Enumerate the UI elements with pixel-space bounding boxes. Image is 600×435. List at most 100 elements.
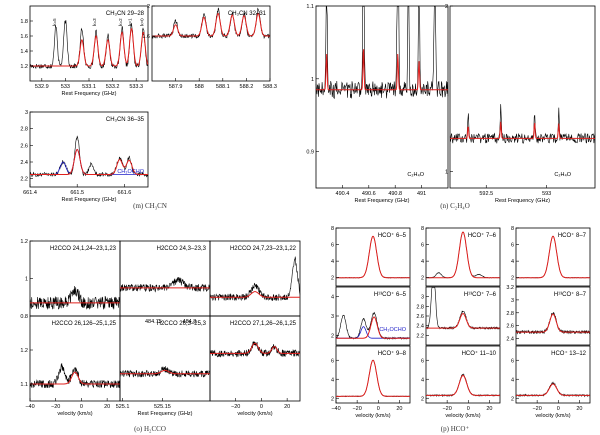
plot-frame [209, 240, 301, 317]
spectrum-model [450, 121, 595, 139]
k-label-k-5: k=5 [52, 18, 57, 26]
y-tick-label: 1.1 [306, 4, 314, 10]
y-tick-label: 6 [421, 358, 424, 364]
y-tick-label: 4 [511, 259, 514, 265]
x-axis-label: velocity (km/s) [237, 411, 272, 417]
spectrum-observed [515, 311, 591, 335]
plot-frame [335, 345, 411, 404]
panel-h2cco-6: −20 0 20 H2CCO 27,1,26–26,1,25 velocity (km/… [209, 315, 301, 417]
k-label-k-3: k=3 [92, 18, 97, 26]
y-tick-label: 4 [331, 377, 334, 383]
x-axis-label: Rest Frequency (GHz) [61, 197, 116, 203]
spectrum-model [426, 231, 500, 279]
spectrum-observed [335, 359, 411, 398]
panel-title: HCO⁺ 9–8 [378, 350, 407, 357]
spectrum-model [152, 12, 270, 37]
spectrum-observed [516, 235, 591, 279]
panel-c2h4o-a: 490.4 490.6 490.8 491 0.9 1 1.1 C₂H₄O Rest Frequ… [306, 4, 449, 204]
y-tick-label: 4 [331, 259, 334, 265]
x-tick-label: −20 [442, 406, 451, 412]
y-tick-label: 2 [147, 4, 150, 10]
y-tick-label: 1.1 [20, 382, 28, 388]
panel-title: H2CCO 26,126–25,1,25 [52, 321, 117, 327]
panel-h2cco-2: H2CCO 24,3–23,3 [119, 240, 211, 317]
panel-title: H2CCO 24,1,24–23,1,23 [50, 246, 117, 252]
x-tick-label: 20 [486, 406, 492, 412]
spectrum-model [336, 235, 410, 279]
spectrum-model [120, 369, 210, 375]
spectrum-model [516, 235, 590, 279]
x-tick-label: 0 [377, 406, 380, 412]
spectrum-observed [449, 104, 596, 144]
panel-title: HCO⁺ 13–12 [551, 350, 587, 357]
k-label-k-1: k=1 [127, 18, 132, 26]
y-tick-label: 4 [331, 295, 334, 301]
y-tick-label: 1.2 [20, 64, 28, 70]
x-tick-label: 525.15 [154, 404, 171, 410]
x-tick-label: 587.9 [169, 84, 183, 90]
y-tick-label: 2.4 [20, 160, 28, 166]
panel-title: HCO⁺ 11–10 [462, 350, 497, 357]
panel-c2h4o-b: 592.5 593 1 2 C₂H₄O Rest Frequency (GHz) [445, 4, 596, 204]
spectrum-observed [315, 6, 449, 100]
x-tick-label: 661.5 [70, 190, 84, 196]
y-tick-label: 2.4 [506, 337, 514, 343]
x-axis-label: Rest Frequency (GHz) [354, 198, 409, 204]
y-tick-label: 2 [511, 276, 514, 282]
y-tick-label: 6 [511, 358, 514, 364]
x-tick-label: 588.3 [263, 84, 277, 90]
spectrum-observed [209, 341, 301, 358]
x-axis-label: Rest Frequency (GHz) [137, 411, 192, 417]
spectrum-observed [425, 287, 501, 330]
y-tick-label: 1.2 [20, 348, 28, 354]
k-label-k-0: k=0 [139, 18, 144, 26]
spectrum-model [516, 313, 590, 333]
y-tick-label: 8 [331, 226, 334, 232]
y-tick-label: 3.2 [506, 285, 514, 291]
x-tick-label: 532.9 [35, 84, 49, 90]
x-tick-label: 533 [61, 84, 70, 90]
x-axis-label: Rest Frequency (GHz) [61, 91, 116, 97]
x-tick-label: 588.1 [216, 84, 230, 90]
spectrum-observed [209, 256, 301, 302]
y-tick-label: 8 [421, 226, 424, 232]
panel-title: H2CCO 26,3–25,3 [157, 321, 207, 327]
x-tick-label: 490.8 [388, 191, 402, 197]
spectrum-model [516, 383, 590, 396]
plot-frame [515, 227, 591, 287]
ch3ocho-label: CH₃OCHO [117, 169, 144, 175]
y-tick-label: 8 [511, 226, 514, 232]
panel-hco-8-7: 2 4 6 8 HCO⁺ 8–7 [511, 226, 591, 287]
y-tick-label: 2 [331, 276, 334, 282]
spectrum-model [30, 148, 148, 175]
spectrum-observed [119, 276, 211, 293]
panel-h2cco-1: 0.8 1 1.2 H2CCO 24,1,24–23,1,23 [20, 239, 121, 320]
x-tick-label: 20 [396, 406, 402, 412]
x-tick-label: 0 [80, 404, 83, 410]
x-tick-label: 0 [260, 404, 263, 410]
panel-title: H¹³CO⁺ 6–5 [374, 291, 407, 298]
panel-title: H¹³CO⁺ 7–6 [464, 291, 497, 298]
panel-title: H¹³CO⁺ 8–7 [554, 291, 587, 298]
top-tick-label: 484.75 [145, 319, 162, 325]
y-tick-label: 6 [331, 243, 334, 249]
panel-hco-13-12: −20 0 20 2 4 6 HCO⁺ 13–12 velocity (km/s) [511, 345, 591, 419]
spectrum-observed [335, 236, 411, 279]
y-tick-label: 3 [25, 110, 28, 116]
x-tick-label: 592.5 [479, 191, 493, 197]
panel-title: CH₃CN 32–31 [228, 11, 267, 17]
panel-title: H2CCO 24,7,23–23,1,22 [230, 246, 297, 252]
panel-title: H2CCO 24,3–23,3 [157, 246, 207, 252]
x-tick-label: 20 [104, 404, 110, 410]
y-tick-label: 2 [421, 276, 424, 282]
x-tick-label: 491 [417, 191, 426, 197]
x-tick-label: −40 [25, 404, 34, 410]
plot-frame [449, 5, 596, 189]
y-tick-label: 3 [331, 314, 334, 320]
panel-title: CH₃CN 29–28 [106, 11, 145, 17]
spectrum-model [210, 342, 300, 354]
panel-h13co-6-5: 2 3 4 H¹³CO⁺ 6–5 CH₃OCHO [331, 286, 411, 346]
x-tick-label: 661.4 [23, 190, 37, 196]
spectrum-observed [425, 373, 501, 397]
